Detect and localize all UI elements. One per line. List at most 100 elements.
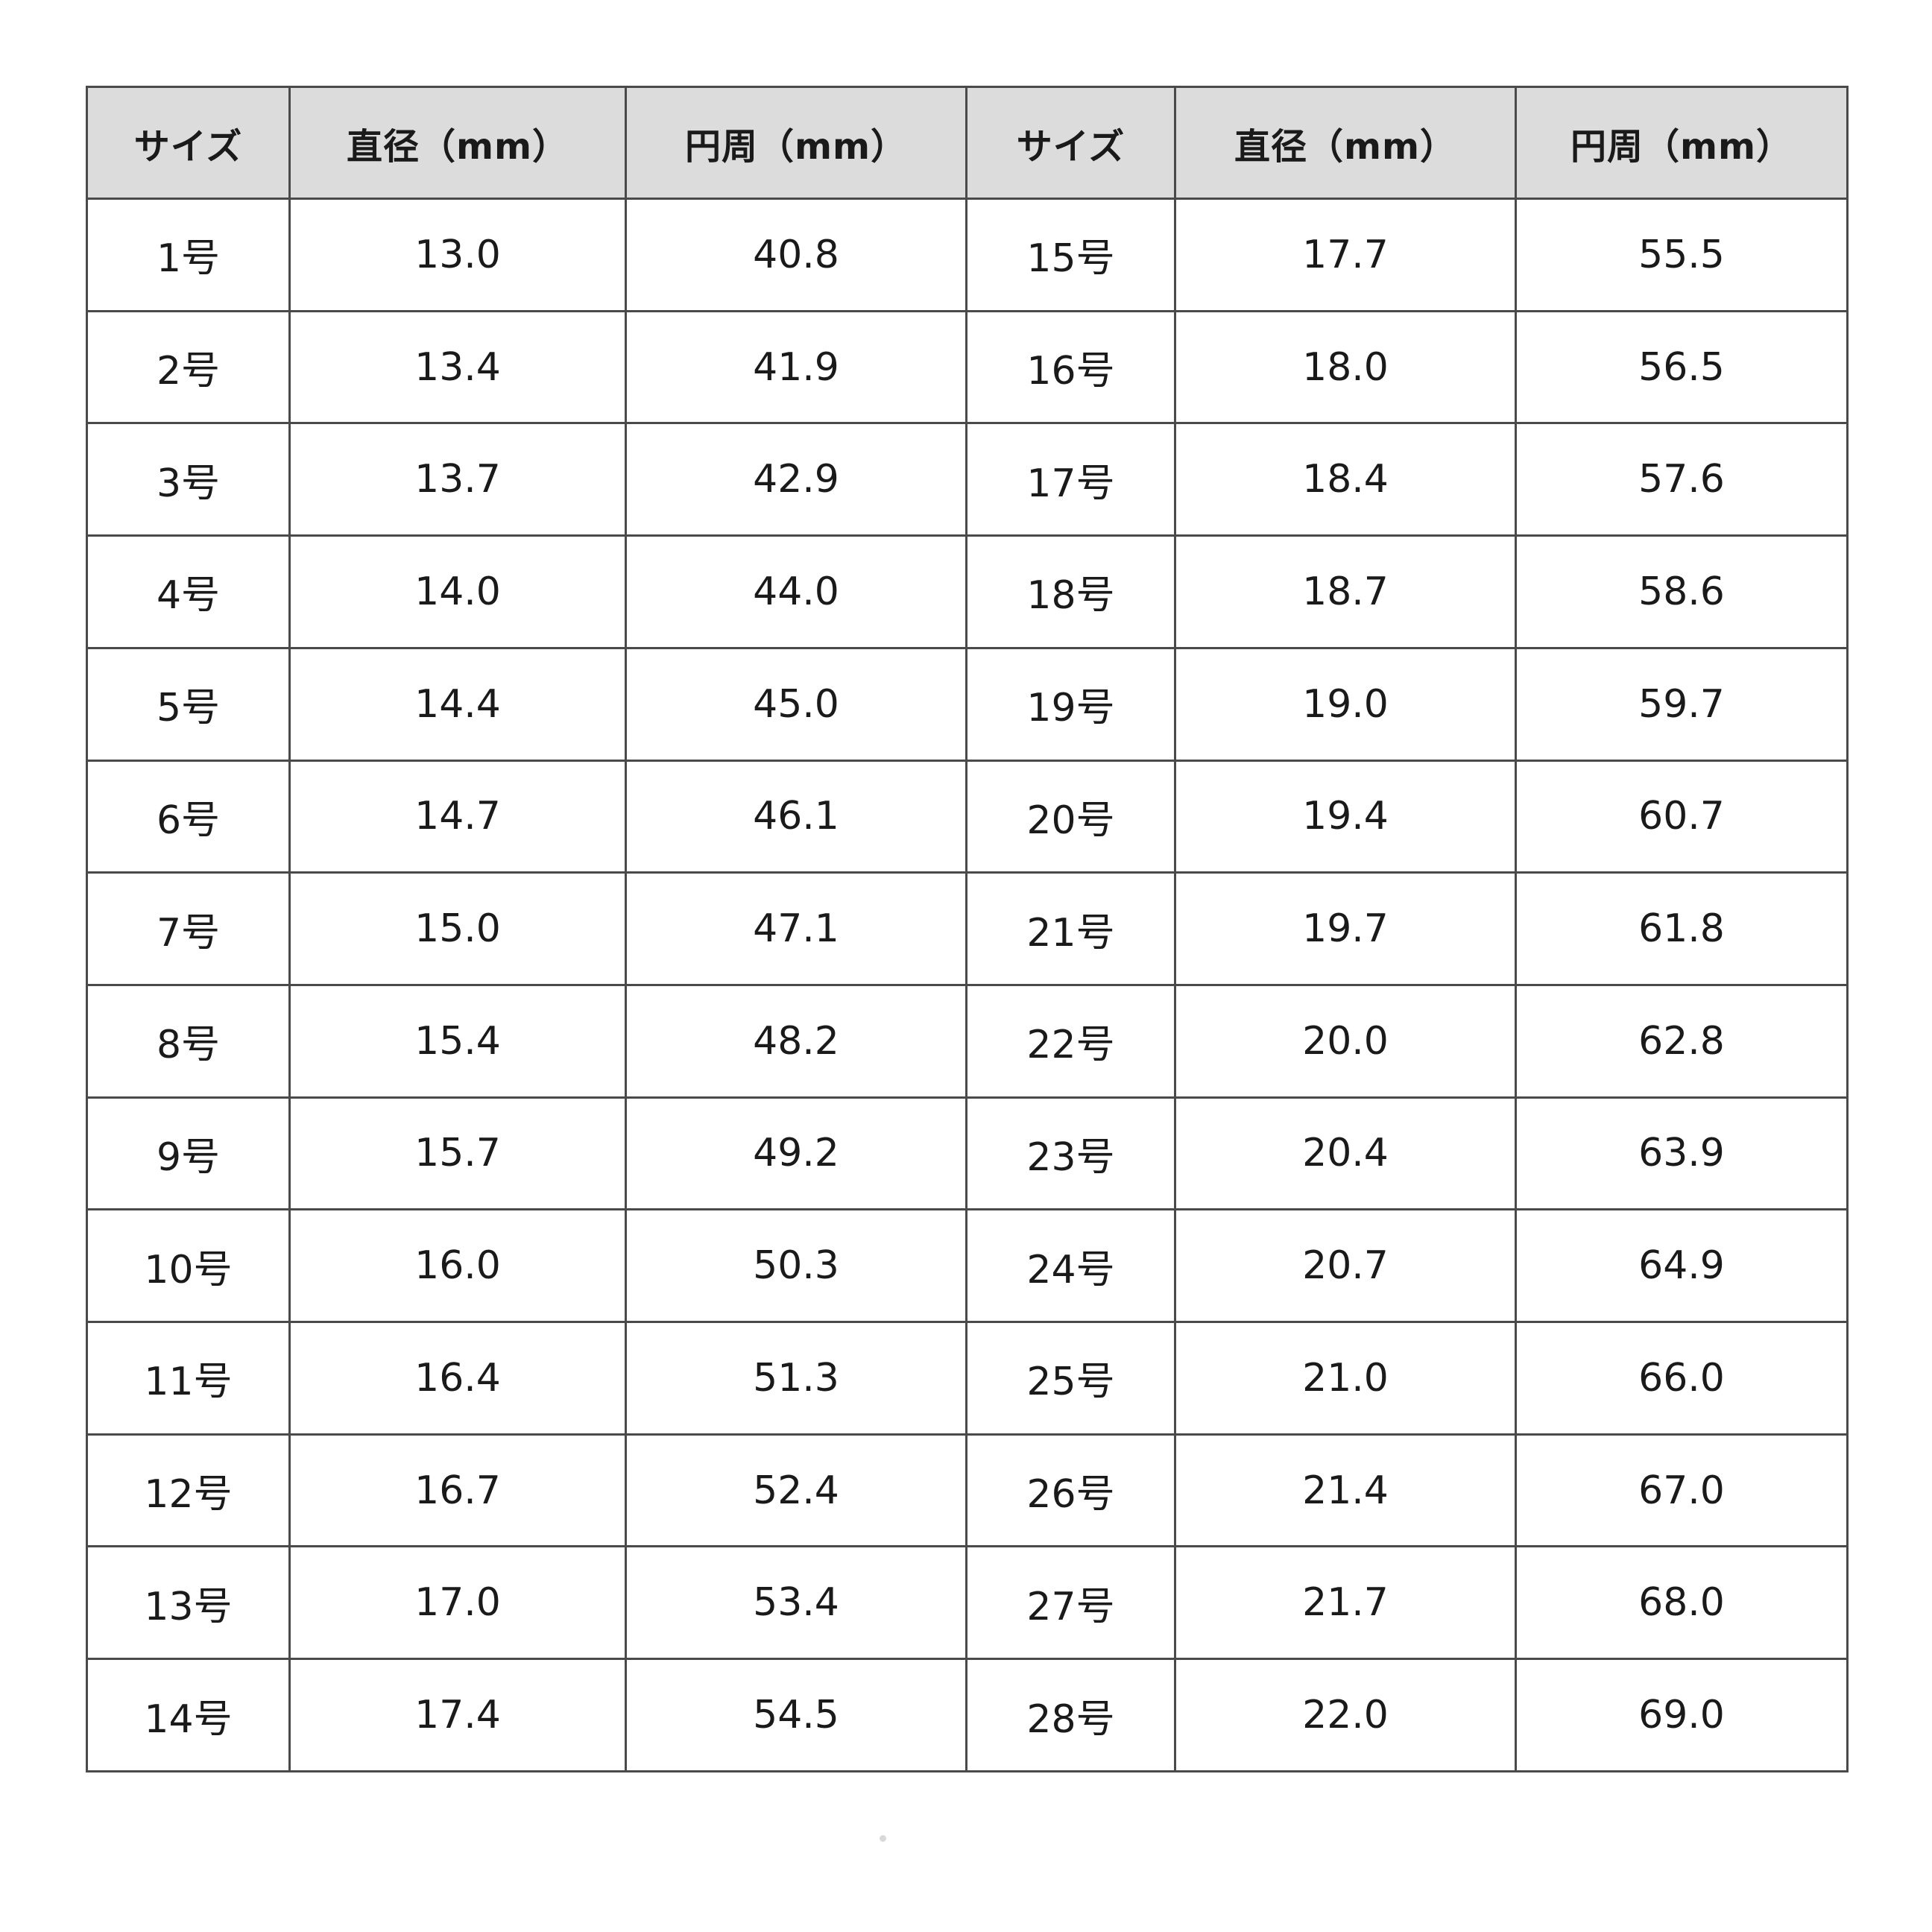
table-cell: 41.9 (625, 309, 967, 425)
table-cell: 48.2 (625, 983, 967, 1099)
table-row: 1号 13.0 40.8 15号 17.7 55.5 (86, 198, 1849, 312)
table-cell: 14.4 (288, 646, 627, 762)
table-cell: 66.0 (1515, 1321, 1849, 1436)
table-cell: 14.7 (288, 759, 627, 874)
table-cell: 13.7 (288, 422, 627, 537)
table-cell: 62.8 (1515, 983, 1849, 1099)
table-row: 7号 15.0 47.1 21号 19.7 61.8 (86, 871, 1849, 986)
table-cell: 2号 (86, 309, 291, 425)
table-cell: 16.7 (288, 1433, 627, 1548)
table-cell: 14号 (86, 1658, 291, 1772)
header-diameter-left: 直径（mm） (288, 86, 627, 200)
table-cell: 9号 (86, 1096, 291, 1211)
table-cell: 21.0 (1174, 1321, 1517, 1436)
table-row: 14号 17.4 54.5 28号 22.0 69.0 (86, 1658, 1849, 1772)
table-row: 9号 15.7 49.2 23号 20.4 63.9 (86, 1096, 1849, 1211)
table-cell: 15号 (965, 198, 1176, 312)
table-row: 5号 14.4 45.0 19号 19.0 59.7 (86, 646, 1849, 762)
table-cell: 20.0 (1174, 983, 1517, 1099)
table-cell: 17.7 (1174, 198, 1517, 312)
table-cell: 15.4 (288, 983, 627, 1099)
table-body: 1号 13.0 40.8 15号 17.7 55.5 2号 13.4 41.9 16号 18.0 56… (86, 198, 1849, 1772)
table-cell: 63.9 (1515, 1096, 1849, 1211)
table-cell: 44.0 (625, 534, 967, 649)
table-cell: 11号 (86, 1321, 291, 1436)
table-cell: 19.4 (1174, 759, 1517, 874)
table-row: 13号 17.0 53.4 27号 21.7 68.0 (86, 1545, 1849, 1661)
table-cell: 61.8 (1515, 871, 1849, 986)
table-cell: 17号 (965, 422, 1176, 537)
table-row: 4号 14.0 44.0 18号 18.7 58.6 (86, 534, 1849, 649)
table-cell: 23号 (965, 1096, 1176, 1211)
table-cell: 56.5 (1515, 309, 1849, 425)
table-cell: 20.4 (1174, 1096, 1517, 1211)
table-cell: 26号 (965, 1433, 1176, 1548)
table-cell: 8号 (86, 983, 291, 1099)
table-cell: 55.5 (1515, 198, 1849, 312)
table-cell: 68.0 (1515, 1545, 1849, 1661)
table-cell: 22号 (965, 983, 1176, 1099)
table-cell: 19.0 (1174, 646, 1517, 762)
table-cell: 50.3 (625, 1208, 967, 1324)
table-cell: 16号 (965, 309, 1176, 425)
table-cell: 7号 (86, 871, 291, 986)
table-cell: 60.7 (1515, 759, 1849, 874)
table-cell: 18号 (965, 534, 1176, 649)
table-cell: 6号 (86, 759, 291, 874)
table-cell: 21.4 (1174, 1433, 1517, 1548)
table-cell: 16.0 (288, 1208, 627, 1324)
table-cell: 59.7 (1515, 646, 1849, 762)
table-cell: 27号 (965, 1545, 1176, 1661)
table-row: 2号 13.4 41.9 16号 18.0 56.5 (86, 309, 1849, 425)
table-row: 11号 16.4 51.3 25号 21.0 66.0 (86, 1321, 1849, 1436)
table-cell: 46.1 (625, 759, 967, 874)
table-cell: 13号 (86, 1545, 291, 1661)
table-cell: 45.0 (625, 646, 967, 762)
table-cell: 57.6 (1515, 422, 1849, 537)
table-cell: 25号 (965, 1321, 1176, 1436)
table-cell: 21号 (965, 871, 1176, 986)
header-size-right: サイズ (965, 86, 1176, 200)
table-cell: 5号 (86, 646, 291, 762)
header-size-left: サイズ (86, 86, 291, 200)
table-row: 12号 16.7 52.4 26号 21.4 67.0 (86, 1433, 1849, 1548)
table-cell: 17.0 (288, 1545, 627, 1661)
table-row: 6号 14.7 46.1 20号 19.4 60.7 (86, 759, 1849, 874)
table-cell: 69.0 (1515, 1658, 1849, 1772)
table-cell: 14.0 (288, 534, 627, 649)
table-cell: 1号 (86, 198, 291, 312)
table-cell: 22.0 (1174, 1658, 1517, 1772)
table-cell: 10号 (86, 1208, 291, 1324)
table-cell: 17.4 (288, 1658, 627, 1772)
table-cell: 42.9 (625, 422, 967, 537)
header-diameter-right: 直径（mm） (1174, 86, 1517, 200)
ring-size-table: サイズ 直径（mm） 円周（mm） サイズ 直径（mm） 円周（mm） 1号 13… (86, 86, 1849, 1772)
table-cell: 18.7 (1174, 534, 1517, 649)
table-cell: 13.0 (288, 198, 627, 312)
table-cell: 4号 (86, 534, 291, 649)
header-circumference-left: 円周（mm） (625, 86, 967, 200)
table-cell: 40.8 (625, 198, 967, 312)
artifact-dot (880, 1835, 886, 1842)
table-cell: 24号 (965, 1208, 1176, 1324)
table-cell: 15.7 (288, 1096, 627, 1211)
table-cell: 19.7 (1174, 871, 1517, 986)
table-cell: 49.2 (625, 1096, 967, 1211)
table-cell: 13.4 (288, 309, 627, 425)
table-row: 10号 16.0 50.3 24号 20.7 64.9 (86, 1208, 1849, 1324)
table-cell: 51.3 (625, 1321, 967, 1436)
table-cell: 28号 (965, 1658, 1176, 1772)
table-cell: 64.9 (1515, 1208, 1849, 1324)
table-cell: 15.0 (288, 871, 627, 986)
table-cell: 67.0 (1515, 1433, 1849, 1548)
table-cell: 20.7 (1174, 1208, 1517, 1324)
table-cell: 18.4 (1174, 422, 1517, 537)
table-row: 3号 13.7 42.9 17号 18.4 57.6 (86, 422, 1849, 537)
table-cell: 16.4 (288, 1321, 627, 1436)
table-cell: 47.1 (625, 871, 967, 986)
table-cell: 54.5 (625, 1658, 967, 1772)
table-cell: 12号 (86, 1433, 291, 1548)
table-row: 8号 15.4 48.2 22号 20.0 62.8 (86, 983, 1849, 1099)
header-circumference-right: 円周（mm） (1515, 86, 1849, 200)
